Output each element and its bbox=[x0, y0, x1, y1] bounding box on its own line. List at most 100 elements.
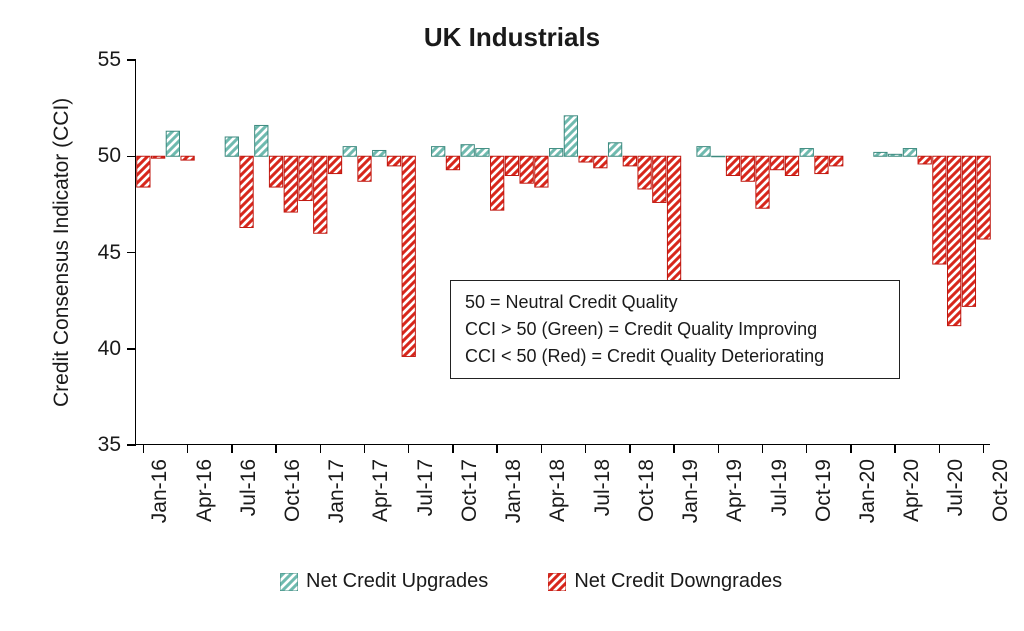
x-tick-label: Oct-16 bbox=[281, 459, 305, 522]
x-tick-label: Jul-20 bbox=[944, 459, 968, 516]
legend-swatch bbox=[548, 573, 566, 591]
x-tick-mark bbox=[939, 445, 941, 453]
x-tick-label: Jul-17 bbox=[414, 459, 438, 516]
x-tick-label: Jan-20 bbox=[856, 459, 880, 523]
x-tick-mark bbox=[187, 445, 189, 453]
bar-downgrade bbox=[948, 156, 961, 325]
legend-item-downgrades: Net Credit Downgrades bbox=[548, 570, 782, 593]
x-tick-label: Apr-20 bbox=[900, 459, 924, 522]
x-tick-mark bbox=[541, 445, 543, 453]
bar-upgrade bbox=[373, 150, 386, 156]
x-tick-mark bbox=[496, 445, 498, 453]
y-tick-label: 40 bbox=[81, 337, 121, 361]
x-tick-label: Jan-18 bbox=[502, 459, 526, 523]
bar-downgrade bbox=[314, 156, 327, 233]
x-tick-label: Jul-19 bbox=[768, 459, 792, 516]
bar-downgrade bbox=[741, 156, 754, 181]
y-tick-label: 45 bbox=[81, 241, 121, 265]
x-tick-label: Jul-16 bbox=[237, 459, 261, 516]
bars-layer bbox=[136, 60, 991, 445]
x-tick-mark bbox=[894, 445, 896, 453]
bar-downgrade bbox=[962, 156, 975, 306]
bar-upgrade bbox=[874, 152, 887, 156]
cci-bar-chart: UK Industrials Credit Consensus Indicato… bbox=[30, 20, 994, 611]
x-tick-mark bbox=[629, 445, 631, 453]
bar-upgrade bbox=[166, 131, 179, 156]
bar-downgrade bbox=[520, 156, 533, 183]
legend-swatch bbox=[280, 573, 298, 591]
x-tick-label: Apr-17 bbox=[369, 459, 393, 522]
legend-label: Net Credit Upgrades bbox=[306, 570, 488, 593]
bar-upgrade bbox=[432, 147, 445, 157]
bar-downgrade bbox=[505, 156, 518, 175]
bar-downgrade bbox=[594, 156, 607, 168]
chart-info-box: 50 = Neutral Credit QualityCCI > 50 (Gre… bbox=[450, 280, 900, 379]
x-tick-label: Apr-16 bbox=[193, 459, 217, 522]
x-tick-mark bbox=[275, 445, 277, 453]
bar-upgrade bbox=[608, 143, 621, 156]
bar-downgrade bbox=[815, 156, 828, 173]
x-tick-mark bbox=[452, 445, 454, 453]
chart-legend: Net Credit Upgrades Net Credit Downgrades bbox=[280, 570, 782, 593]
bar-downgrade bbox=[535, 156, 548, 187]
x-tick-mark bbox=[806, 445, 808, 453]
x-tick-label: Oct-18 bbox=[635, 459, 659, 522]
bar-upgrade bbox=[343, 147, 356, 157]
bar-downgrade bbox=[269, 156, 282, 187]
bar-upgrade bbox=[889, 154, 902, 156]
y-tick-mark bbox=[127, 252, 136, 254]
bar-downgrade bbox=[771, 156, 784, 169]
y-tick-mark bbox=[127, 59, 136, 61]
bar-downgrade bbox=[623, 156, 636, 166]
y-tick-label: 50 bbox=[81, 144, 121, 168]
legend-label: Net Credit Downgrades bbox=[574, 570, 782, 593]
bar-downgrade bbox=[933, 156, 946, 264]
bar-downgrade bbox=[638, 156, 651, 189]
x-tick-label: Oct-20 bbox=[989, 459, 1013, 522]
x-tick-label: Jan-16 bbox=[148, 459, 172, 523]
x-tick-label: Jan-17 bbox=[325, 459, 349, 523]
bar-downgrade bbox=[387, 156, 400, 166]
bar-downgrade bbox=[667, 156, 680, 285]
bar-downgrade bbox=[756, 156, 769, 208]
bar-upgrade bbox=[903, 149, 916, 157]
bar-downgrade bbox=[358, 156, 371, 181]
x-tick-label: Oct-19 bbox=[812, 459, 836, 522]
bar-downgrade bbox=[653, 156, 666, 202]
chart-title: UK Industrials bbox=[30, 22, 994, 53]
bar-downgrade bbox=[726, 156, 739, 175]
bar-downgrade bbox=[579, 156, 592, 162]
bar-downgrade bbox=[240, 156, 253, 227]
bar-downgrade bbox=[181, 156, 194, 160]
y-tick-mark bbox=[127, 156, 136, 158]
y-tick-label: 35 bbox=[81, 433, 121, 457]
x-tick-mark bbox=[585, 445, 587, 453]
y-tick-mark bbox=[127, 444, 136, 446]
bar-downgrade bbox=[299, 156, 312, 200]
info-box-line: 50 = Neutral Credit Quality bbox=[465, 289, 885, 316]
bar-downgrade bbox=[491, 156, 504, 210]
bar-upgrade bbox=[697, 147, 710, 157]
y-tick-mark bbox=[127, 348, 136, 350]
x-tick-mark bbox=[850, 445, 852, 453]
bar-upgrade bbox=[461, 145, 474, 157]
bar-upgrade bbox=[550, 149, 563, 157]
x-tick-mark bbox=[408, 445, 410, 453]
bar-downgrade bbox=[446, 156, 459, 169]
legend-item-upgrades: Net Credit Upgrades bbox=[280, 570, 488, 593]
info-box-line: CCI > 50 (Green) = Credit Quality Improv… bbox=[465, 316, 885, 343]
bar-upgrade bbox=[255, 125, 268, 156]
x-tick-mark bbox=[718, 445, 720, 453]
x-tick-label: Oct-17 bbox=[458, 459, 482, 522]
bar-upgrade bbox=[800, 149, 813, 157]
x-tick-mark bbox=[364, 445, 366, 453]
plot-area: 3540455055 bbox=[135, 60, 990, 445]
bar-downgrade bbox=[785, 156, 798, 175]
bar-downgrade bbox=[402, 156, 415, 356]
bar-upgrade bbox=[476, 149, 489, 157]
bar-downgrade bbox=[977, 156, 990, 239]
x-tick-label: Apr-18 bbox=[546, 459, 570, 522]
x-tick-label: Jul-18 bbox=[591, 459, 615, 516]
bar-downgrade bbox=[284, 156, 297, 212]
x-tick-mark bbox=[983, 445, 985, 453]
